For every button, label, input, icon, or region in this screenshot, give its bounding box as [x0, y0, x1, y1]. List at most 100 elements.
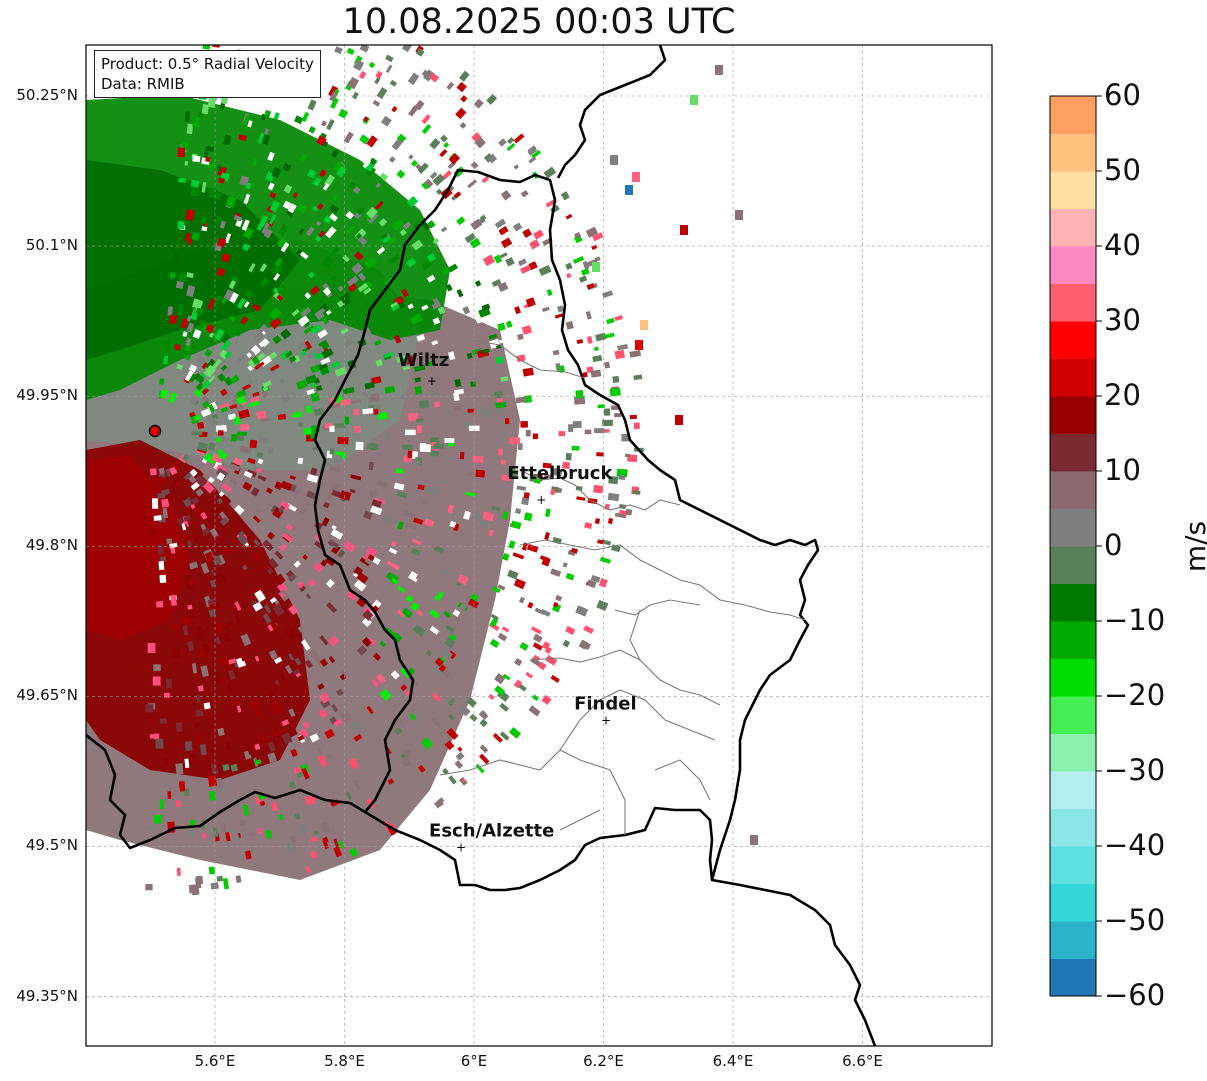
velocity-speck: [220, 656, 229, 666]
velocity-speck: [201, 527, 211, 536]
velocity-speck: [212, 827, 219, 838]
velocity-speck: [583, 625, 594, 634]
velocity-speck: [429, 609, 440, 619]
velocity-speck: [175, 763, 184, 775]
velocity-speck: [249, 698, 260, 709]
velocity-speck: [289, 835, 297, 843]
velocity-speck: [544, 532, 550, 540]
velocity-speck: [310, 382, 317, 388]
velocity-speck: [225, 196, 237, 208]
velocity-speck: [228, 658, 237, 665]
velocity-speck: [221, 333, 231, 344]
velocity-speck: [170, 546, 176, 554]
velocity-speck: [231, 434, 237, 442]
velocity-speck: [520, 189, 529, 198]
velocity-speck: [340, 709, 353, 723]
velocity-speck: [379, 640, 386, 648]
velocity-speck: [157, 492, 166, 499]
velocity-speck: [478, 753, 490, 765]
velocity-speck: [499, 731, 510, 741]
velocity-speck: [186, 285, 196, 298]
velocity-speck: [237, 530, 245, 538]
velocity-speck: [413, 222, 420, 229]
velocity-speck: [305, 374, 318, 385]
velocity-speck: [218, 177, 226, 184]
velocity-speck: [200, 511, 208, 520]
velocity-speck: [431, 340, 439, 346]
velocity-speck: [304, 659, 313, 669]
velocity-speck: [185, 354, 191, 361]
colorbar-segment: [1050, 921, 1096, 959]
velocity-speck: [596, 452, 604, 457]
velocity-speck: [305, 405, 313, 414]
velocity-speck: [233, 416, 241, 425]
velocity-speck: [186, 540, 193, 548]
velocity-speck: [297, 822, 309, 835]
velocity-speck: [614, 512, 626, 519]
velocity-speck: [288, 653, 295, 661]
velocity-speck: [346, 47, 355, 56]
velocity-speck: [303, 325, 315, 335]
velocity-speck: [491, 586, 501, 594]
velocity-speck: [245, 289, 255, 299]
velocity-speck: [430, 437, 440, 444]
velocity-speck: [426, 252, 437, 263]
velocity-speck: [211, 413, 219, 420]
velocity-speck: [488, 693, 495, 700]
velocity-speck: [314, 235, 322, 243]
velocity-speck: [481, 303, 491, 312]
velocity-speck: [201, 103, 210, 115]
velocity-speck: [197, 685, 204, 692]
velocity-speck: [364, 381, 375, 390]
velocity-speck: [182, 331, 188, 337]
colorbar-segment: [1050, 958, 1096, 997]
velocity-speck: [552, 601, 559, 608]
velocity-speck: [579, 275, 588, 283]
velocity-speck: [555, 594, 563, 602]
velocity-echo: [635, 340, 643, 350]
velocity-speck: [150, 512, 155, 518]
velocity-speck: [162, 507, 169, 519]
velocity-speck: [466, 697, 478, 708]
velocity-speck: [347, 76, 360, 90]
velocity-speck: [397, 521, 405, 530]
velocity-speck: [273, 112, 280, 120]
velocity-speck: [216, 497, 224, 505]
velocity-speck: [342, 254, 350, 263]
velocity-speck: [229, 315, 236, 322]
velocity-speck: [407, 72, 420, 86]
velocity-speck: [242, 481, 253, 491]
velocity-speck: [454, 760, 464, 770]
velocity-speck: [402, 221, 412, 230]
velocity-speck: [318, 362, 328, 371]
velocity-speck: [354, 425, 361, 433]
velocity-speck: [489, 618, 499, 628]
velocity-speck: [280, 328, 292, 340]
velocity-speck: [558, 431, 565, 437]
velocity-speck: [319, 692, 330, 704]
velocity-speck: [316, 135, 327, 146]
velocity-speck: [228, 291, 239, 304]
velocity-speck: [429, 72, 440, 83]
velocity-speck: [359, 557, 371, 567]
velocity-speck: [467, 408, 474, 413]
velocity-speck: [211, 419, 218, 427]
velocity-speck: [262, 380, 272, 388]
velocity-speck: [257, 474, 267, 482]
velocity-speck: [447, 504, 454, 514]
velocity-speck: [405, 257, 417, 268]
velocity-speck: [217, 430, 224, 436]
velocity-speck: [497, 584, 506, 591]
velocity-speck: [495, 344, 502, 349]
velocity-speck: [302, 554, 309, 561]
velocity-speck: [221, 252, 231, 263]
velocity-speck: [514, 306, 522, 315]
velocity-speck: [372, 99, 381, 107]
velocity-speck: [574, 231, 582, 239]
velocity-speck: [187, 238, 193, 245]
velocity-speck: [531, 149, 541, 159]
colorbar-segment: [1050, 471, 1096, 509]
velocity-speck: [191, 298, 199, 309]
velocity-speck: [285, 664, 293, 674]
velocity-speck: [186, 272, 194, 279]
